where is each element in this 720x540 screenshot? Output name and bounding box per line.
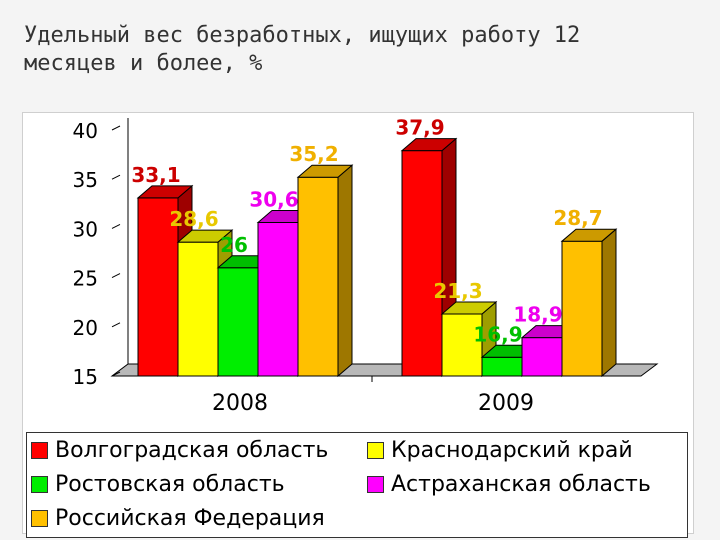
bar-front (177, 241, 219, 377)
legend-swatch (367, 441, 384, 459)
legend-item-astrakhan: Астраханская область (367, 469, 651, 499)
bar-front (401, 150, 443, 377)
data-label: 16,9 (473, 322, 522, 346)
bar-top (400, 138, 458, 152)
y-tick-label: 20 (73, 316, 98, 340)
legend-item-krasnodar: Краснодарский край (367, 435, 633, 465)
bar-front (257, 221, 299, 377)
y-tick-mark (111, 371, 121, 377)
legend-item-rostov: Ростовская область (31, 469, 285, 499)
y-tick-label: 35 (73, 168, 98, 192)
bar-top (560, 228, 618, 242)
bar-side (337, 164, 353, 378)
legend-label: Российская Федерация (55, 505, 325, 531)
chart-bars (136, 137, 618, 378)
legend-swatch (367, 475, 384, 493)
data-label: 37,9 (395, 116, 444, 140)
legend-label: Ростовская область (55, 471, 285, 497)
legend-item-russia: Российская Федерация (31, 503, 325, 533)
legend-label: Астраханская область (391, 471, 651, 497)
data-label: 26 (220, 233, 248, 257)
y-tick-mark (111, 174, 121, 180)
x-category-label: 2008 (212, 391, 268, 416)
chart-title: Удельный вес безработных, ищущих работу … (24, 23, 581, 76)
chart-legend: Волгоградская область Краснодарский край… (26, 432, 688, 538)
bar-front (441, 313, 483, 377)
legend-swatch (31, 441, 48, 459)
bar-top (176, 229, 234, 243)
legend-label: Волгоградская область (55, 437, 329, 463)
bar-front (561, 240, 603, 377)
bar-front (217, 267, 259, 377)
x-category-label: 2009 (478, 391, 534, 416)
bar-front (297, 176, 339, 377)
data-label: 28,7 (553, 206, 602, 230)
data-label: 30,6 (249, 187, 298, 211)
data-label: 21,3 (433, 279, 482, 303)
bar-front (137, 197, 179, 377)
y-tick-label: 40 (73, 119, 98, 143)
y-tick-mark (111, 322, 121, 328)
legend-swatch (31, 509, 48, 527)
y-tick-label: 15 (73, 365, 98, 389)
bar-top (440, 301, 498, 315)
data-label: 18,9 (513, 303, 562, 327)
chart-data-labels: 33,1 37,9 28,6 21,3 26 16,9 30,6 18,9 35,2 28,7 (131, 116, 602, 347)
bar (296, 164, 354, 378)
bar-side (601, 228, 617, 378)
bar-front (481, 356, 523, 377)
data-label: 35,2 (289, 142, 338, 166)
legend-item-volgograd: Волгоградская область (31, 435, 328, 465)
y-tick-mark (111, 273, 121, 279)
bar (560, 228, 618, 378)
y-tick-label: 25 (73, 267, 98, 291)
y-tick-mark (111, 125, 121, 131)
data-label: 28,6 (169, 207, 218, 231)
legend-swatch (31, 475, 48, 493)
y-tick-mark (111, 223, 121, 229)
y-tick-label: 30 (73, 217, 98, 241)
bar-front (521, 337, 563, 377)
legend-label: Краснодарский край (391, 437, 633, 463)
bar-top (136, 185, 194, 199)
data-label: 33,1 (131, 163, 180, 187)
bar-top (296, 164, 354, 178)
